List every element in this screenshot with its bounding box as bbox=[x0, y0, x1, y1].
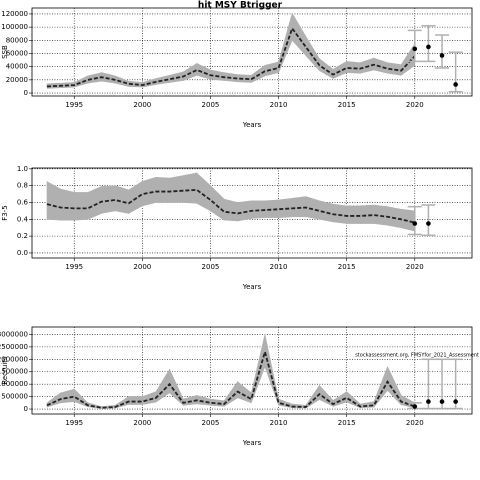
y-tick-label: 0.0 bbox=[17, 249, 28, 257]
y-tick-label: 2000000 bbox=[0, 355, 28, 363]
x-tick-label: 2020 bbox=[406, 263, 424, 271]
projection-point bbox=[412, 221, 418, 226]
x-tick-label: 2000 bbox=[133, 263, 151, 271]
x-tick-label: 1995 bbox=[65, 101, 83, 109]
x-tick-label: 1995 bbox=[65, 263, 83, 271]
y-tick-label: 0 bbox=[24, 89, 28, 97]
y-tick-label: 100000 bbox=[1, 23, 28, 31]
confidence-band bbox=[400, 42, 416, 76]
x-tick-label: 2005 bbox=[202, 419, 220, 427]
projection-point bbox=[412, 404, 418, 409]
confidence-band bbox=[291, 196, 307, 218]
projection-point bbox=[426, 221, 431, 226]
x-tick-label: 2005 bbox=[202, 263, 220, 271]
x-axis-label: Years bbox=[242, 121, 262, 129]
projection-point bbox=[412, 46, 418, 52]
confidence-band bbox=[142, 176, 157, 207]
plot-frame bbox=[31, 167, 473, 259]
chart-title: hit MSY Btrigger bbox=[198, 1, 283, 11]
x-tick-label: 2015 bbox=[338, 419, 356, 427]
x-tick-label: 2010 bbox=[270, 419, 288, 427]
projection-point bbox=[453, 82, 458, 87]
x-tick-label: 2020 bbox=[406, 419, 424, 427]
x-tick-label: 1995 bbox=[65, 419, 83, 427]
confidence-band bbox=[223, 198, 238, 222]
y-tick-label: 60000 bbox=[6, 49, 28, 57]
annotation: stockassessment.org, FMSYfor_2021_Assess… bbox=[355, 353, 479, 359]
confidence-band bbox=[128, 396, 143, 405]
y-tick-label: 40000 bbox=[6, 63, 28, 71]
x-tick-label: 2000 bbox=[133, 419, 151, 427]
plot-frame bbox=[31, 326, 473, 415]
estimate-line bbox=[46, 26, 416, 88]
y-tick-label: 1.0 bbox=[17, 165, 28, 173]
projection-point bbox=[439, 399, 445, 404]
y-tick-label: 1500000 bbox=[0, 368, 28, 376]
confidence-band bbox=[155, 176, 170, 203]
y-tick-label: 120000 bbox=[1, 10, 28, 18]
confidence-band bbox=[305, 196, 320, 220]
x-tick-label: 2010 bbox=[270, 101, 288, 109]
y-tick-label: 500000 bbox=[1, 393, 28, 401]
x-axis-label: Years bbox=[242, 439, 262, 447]
x-tick-label: 2010 bbox=[270, 263, 288, 271]
projection-point bbox=[453, 399, 458, 404]
confidence-band bbox=[346, 205, 361, 224]
y-axis-label: SSB bbox=[1, 45, 9, 59]
y-tick-label: 20000 bbox=[6, 76, 28, 84]
y-tick-label: 0.2 bbox=[17, 232, 28, 240]
y-tick-label: 0.4 bbox=[17, 215, 29, 223]
confidence-band bbox=[359, 204, 375, 224]
y-axis-label: Recruits bbox=[1, 356, 9, 385]
estimate-line bbox=[46, 188, 416, 224]
x-axis-label: Years bbox=[242, 283, 262, 291]
y-tick-label: 3000000 bbox=[0, 330, 28, 338]
y-tick-label: 1000000 bbox=[0, 380, 28, 388]
confidence-band bbox=[60, 188, 75, 221]
projection-point bbox=[426, 44, 431, 50]
x-tick-label: 2015 bbox=[338, 263, 356, 271]
projection-point bbox=[439, 53, 445, 58]
x-tick-label: 2020 bbox=[406, 101, 424, 109]
confidence-band bbox=[73, 192, 89, 221]
confidence-band bbox=[169, 175, 184, 203]
y-tick-label: 0.6 bbox=[17, 198, 29, 206]
y-tick-label: 2500000 bbox=[0, 343, 28, 351]
x-tick-label: 2015 bbox=[338, 101, 356, 109]
y-tick-label: 80000 bbox=[6, 36, 28, 44]
projection-point bbox=[426, 399, 431, 404]
x-tick-label: 2005 bbox=[202, 101, 220, 109]
confidence-band bbox=[182, 172, 198, 204]
y-tick-label: 0.8 bbox=[17, 182, 28, 190]
y-axis-label: F3-5 bbox=[1, 205, 9, 220]
y-tick-label: 0 bbox=[24, 405, 28, 413]
plot-frame bbox=[31, 7, 473, 97]
x-tick-label: 2000 bbox=[133, 101, 151, 109]
estimate-line bbox=[46, 348, 416, 409]
confidence-band bbox=[400, 208, 416, 232]
